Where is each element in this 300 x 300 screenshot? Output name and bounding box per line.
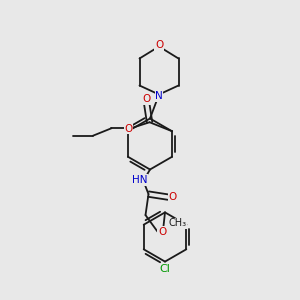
Text: O: O — [155, 40, 163, 50]
Text: HN: HN — [132, 175, 147, 185]
Text: O: O — [142, 94, 151, 104]
Text: O: O — [124, 124, 133, 134]
Text: O: O — [158, 226, 166, 237]
Text: O: O — [168, 192, 177, 202]
Text: N: N — [155, 91, 163, 101]
Text: Cl: Cl — [160, 264, 170, 274]
Text: CH₃: CH₃ — [168, 218, 186, 228]
